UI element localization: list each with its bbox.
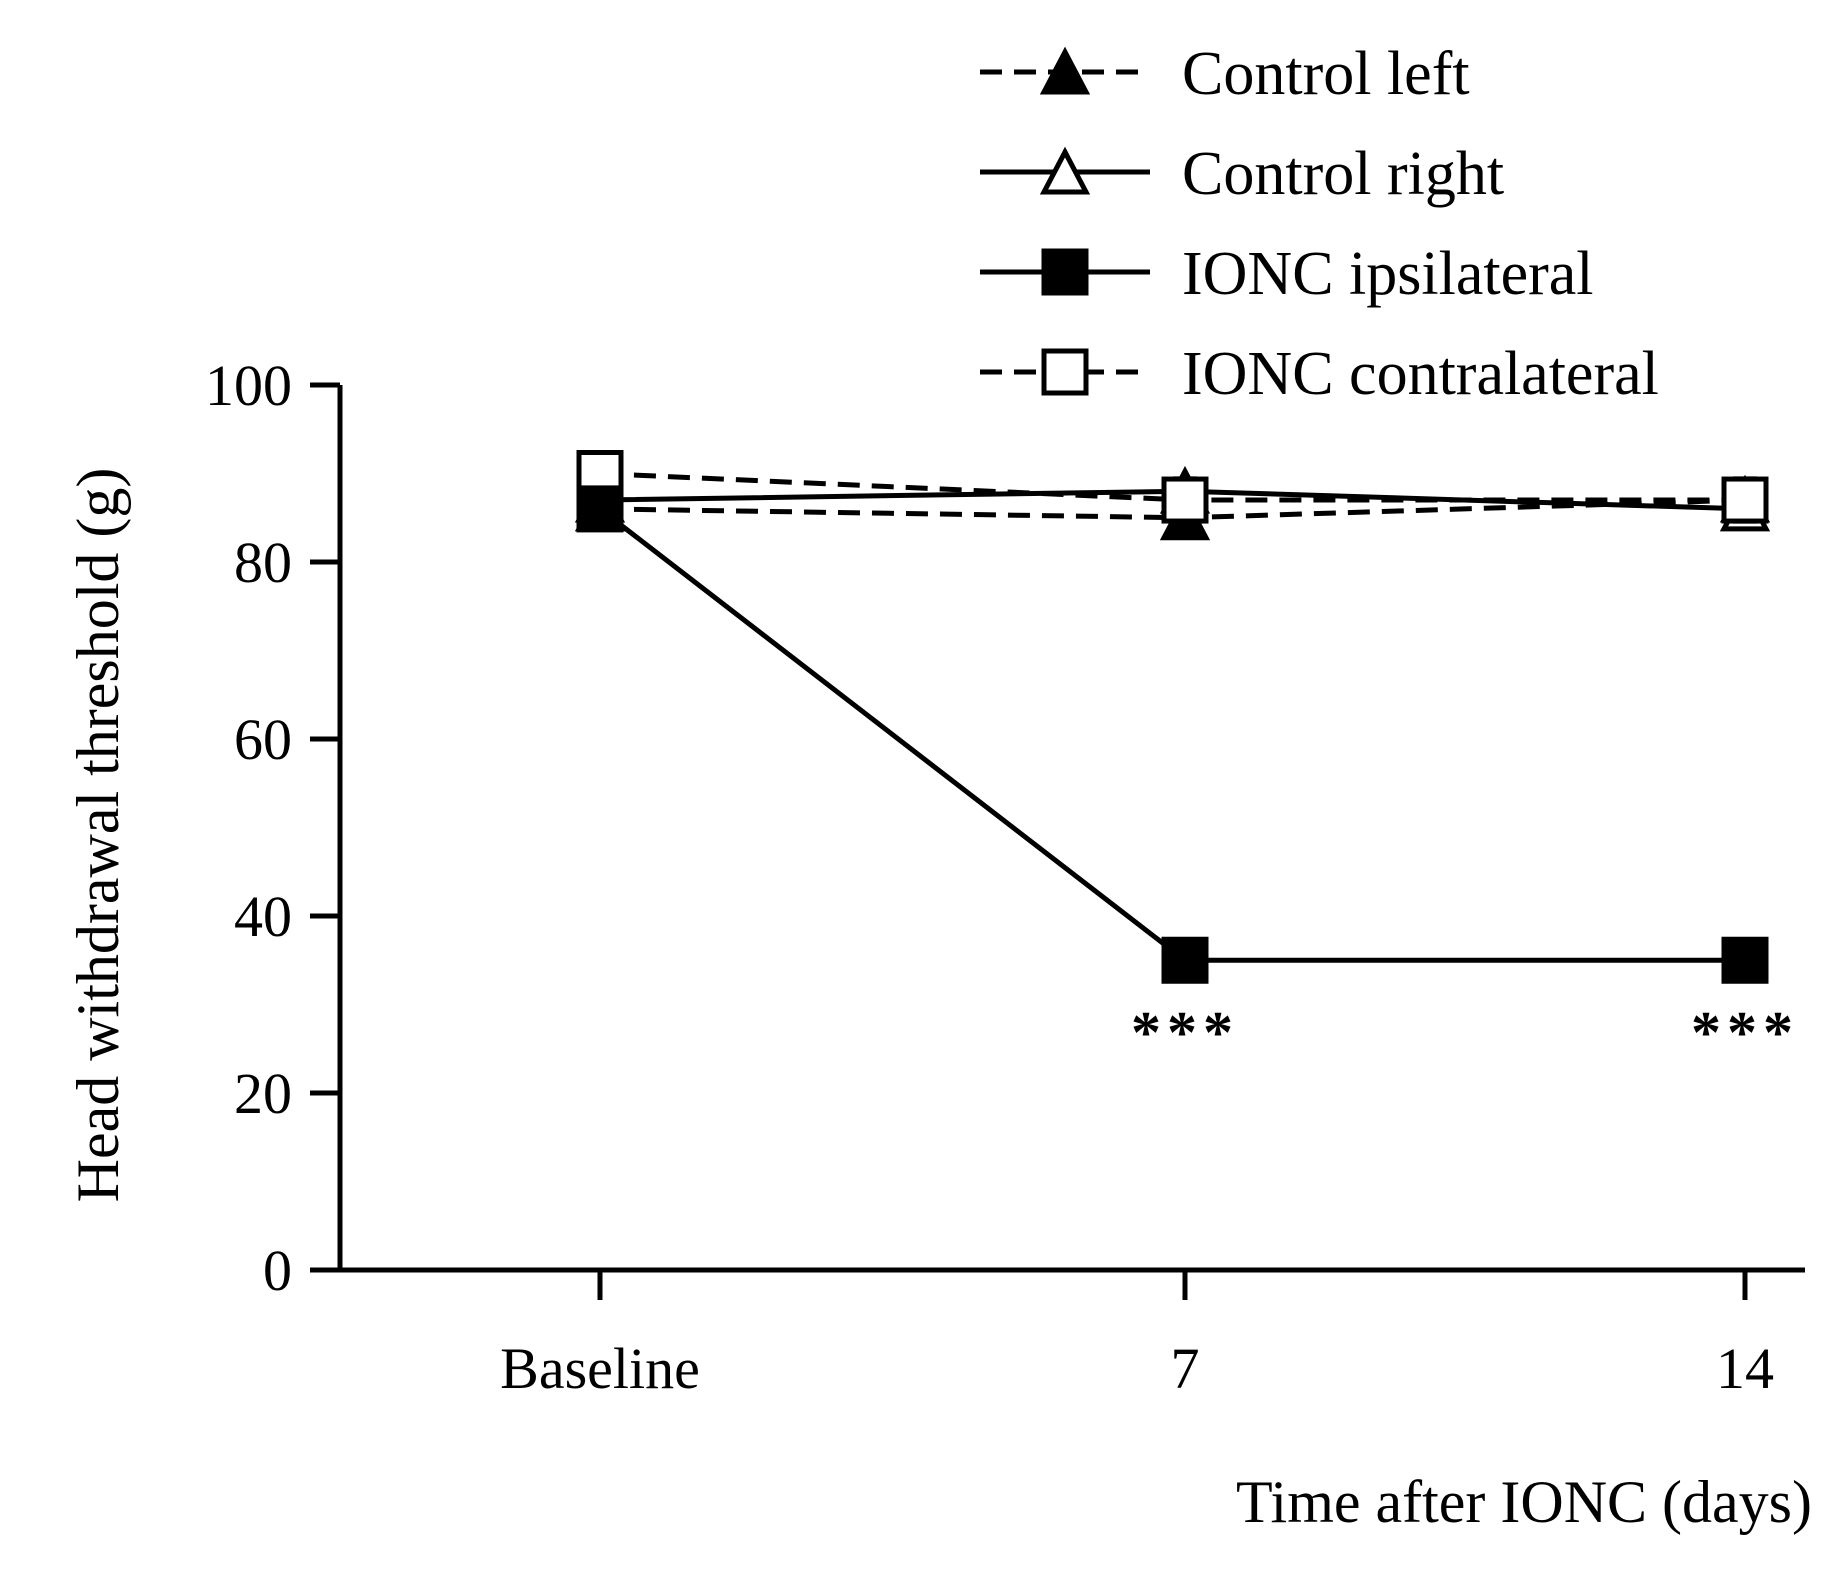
x-tick-label: Baseline (500, 1336, 700, 1401)
data-point (1161, 476, 1209, 524)
legend-item: Control right (980, 140, 1504, 208)
y-tick-label: 80 (234, 530, 292, 595)
legend-label: IONC contralateral (1182, 340, 1659, 408)
y-tick-label: 60 (234, 707, 292, 772)
legend-marker (1039, 146, 1091, 195)
y-axis-title: Head withdrawal threshold (g) (65, 468, 131, 1203)
data-point (1161, 936, 1209, 984)
legend-label: Control left (1182, 40, 1470, 108)
data-point (1721, 936, 1769, 984)
legend-marker (1041, 348, 1089, 396)
x-tick-label: 14 (1716, 1336, 1774, 1401)
y-tick-label: 100 (205, 353, 292, 418)
legend: Control left Control right IONC ipsilatera… (980, 40, 1659, 408)
legend-item: IONC ipsilateral (980, 240, 1594, 308)
data-point (576, 485, 624, 533)
y-tick-label: 40 (234, 884, 292, 949)
legend-item: IONC contralateral (980, 340, 1659, 408)
y-tick-label: 20 (234, 1061, 292, 1126)
legend-label: IONC ipsilateral (1182, 240, 1594, 308)
legend-marker (1041, 248, 1089, 296)
series-layer (574, 450, 1771, 984)
y-tick-label: 0 (263, 1238, 292, 1303)
legend-label: Control right (1182, 140, 1504, 208)
series-ionc-ipsilateral (576, 485, 1769, 984)
series-line (598, 506, 1745, 963)
data-point (1721, 476, 1769, 524)
x-axis-title: Time after IONC (days) (1236, 1469, 1812, 1535)
legend-item: Control left (980, 40, 1470, 108)
annotations: *** *** (1131, 999, 1799, 1065)
x-tick-label: 7 (1171, 1336, 1200, 1401)
significance-marker: *** (1691, 999, 1799, 1065)
axes: 0 20 40 60 80 100 Baseline 7 14 (205, 353, 1805, 1401)
significance-marker: *** (1131, 999, 1239, 1065)
legend-marker (1039, 46, 1091, 95)
